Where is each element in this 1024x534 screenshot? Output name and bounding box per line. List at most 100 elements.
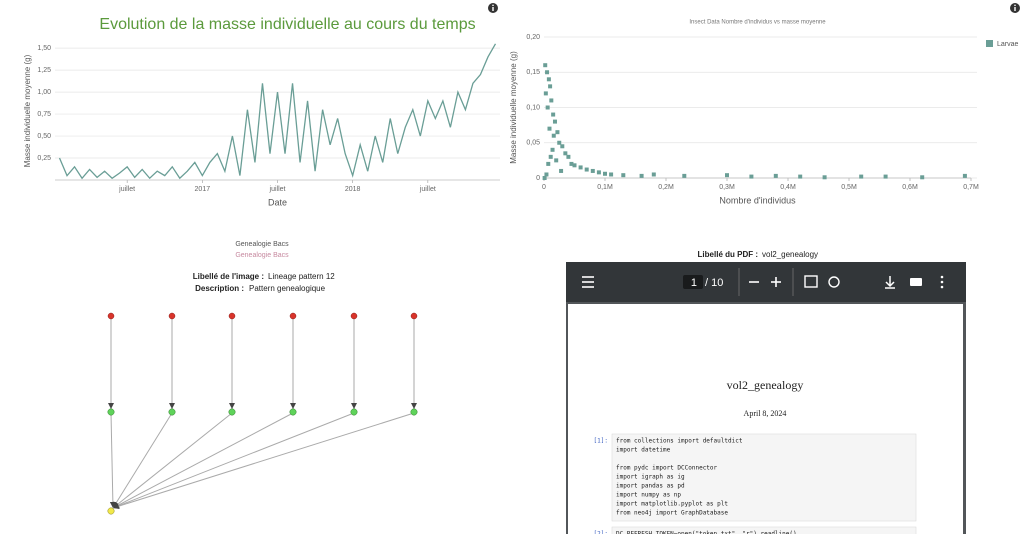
charts: Evolution de la masse individuelle au co…	[23, 16, 1018, 207]
scatter-point	[566, 154, 571, 159]
scatter-point	[546, 161, 551, 166]
scatter-point	[578, 165, 583, 170]
node	[350, 312, 358, 320]
pdf-toolbar	[566, 262, 966, 302]
scatter-point	[547, 126, 552, 131]
y-tick-label: 0	[536, 175, 540, 182]
scatter-point	[584, 167, 589, 172]
image-label-value: Lineage pattern 12	[268, 272, 335, 281]
y-tick-label: 1,00	[37, 89, 51, 96]
doc-title: vol2_genealogy	[727, 378, 804, 392]
node	[168, 312, 176, 320]
scatter-point	[572, 163, 577, 168]
print-button[interactable]	[910, 278, 922, 286]
x-tick-label: 0,6M	[902, 184, 918, 191]
code-cells: [1]: from collections import defaultdict i…	[594, 433, 917, 534]
code-line: import numpy as np	[616, 492, 681, 499]
legend-label: Larvae	[997, 41, 1019, 48]
y-tick-label: 0,20	[526, 34, 540, 41]
scatter-point	[596, 170, 601, 175]
more-button[interactable]	[940, 275, 944, 289]
genealogy-graph	[107, 312, 418, 515]
y-tick-label: 0,10	[526, 104, 540, 111]
scatter-point	[549, 98, 554, 103]
scatter-point	[603, 171, 607, 176]
code-cell	[611, 526, 917, 534]
scatter-point	[859, 174, 864, 179]
y-tick-label: 0,25	[37, 155, 51, 162]
menu-button[interactable]	[582, 276, 594, 288]
scatter-point	[548, 84, 553, 89]
doc-date: April 8, 2024	[744, 409, 787, 418]
scatter-point	[590, 168, 595, 173]
x-axis-label: Nombre d'individus	[719, 195, 796, 205]
code-line: from pydc import DCConnector	[616, 465, 718, 472]
code-line: import pandas as pd	[616, 483, 685, 490]
node	[107, 408, 115, 416]
scatter-point	[962, 173, 967, 178]
scatter-point	[555, 130, 560, 135]
edge	[109, 412, 116, 509]
chart: Insect Data Nombre d'individus vs masse …	[509, 20, 1018, 206]
info-icon[interactable]	[1010, 3, 1020, 13]
description-key: Description :	[195, 284, 244, 293]
scatter-point	[569, 161, 574, 166]
rotate-button[interactable]	[828, 276, 840, 288]
scatter-point	[552, 119, 557, 124]
scatter-point	[551, 133, 556, 138]
x-tick-label: 0,5M	[841, 184, 857, 191]
cell-prompt: [2]:	[594, 531, 608, 534]
y-tick-label: 1,25	[37, 67, 51, 74]
node	[228, 312, 236, 320]
info-icon[interactable]	[488, 3, 498, 13]
scatter-point	[725, 173, 729, 178]
zoom-in[interactable]	[771, 277, 781, 287]
chart-title: Insect Data Nombre d'individus vs masse …	[689, 20, 826, 26]
scatter-point	[545, 105, 550, 110]
code-line: from neo4j import GraphDatabase	[616, 510, 728, 517]
page-input[interactable]	[683, 275, 703, 289]
scatter-point	[822, 175, 827, 180]
y-tick-label: 0,75	[37, 111, 51, 118]
download-button[interactable]	[885, 276, 895, 289]
node	[410, 312, 418, 320]
code-line: from collections import defaultdict	[616, 438, 743, 445]
description-value: Pattern genealogique	[249, 284, 326, 293]
code-line: import igraph as ig	[616, 474, 685, 481]
edge	[112, 412, 233, 509]
fit-button[interactable]	[804, 275, 818, 288]
scatter-point	[798, 174, 803, 179]
pdf-label-key: Libellé du PDF :	[698, 250, 758, 259]
edge	[112, 412, 355, 509]
scatter-point	[621, 173, 626, 178]
y-axis-label: Masse individuelle moyenne (g)	[509, 51, 518, 164]
x-tick-label: juillet	[419, 186, 436, 193]
scatter-point	[749, 174, 754, 179]
edge	[112, 412, 294, 509]
line-series	[58, 43, 497, 180]
node	[289, 408, 297, 416]
x-tick-label: 0,1M	[597, 184, 613, 191]
node	[289, 312, 297, 320]
scatter-point	[543, 91, 548, 96]
x-tick-label: 0,2M	[658, 184, 674, 191]
x-tick-label: juillet	[269, 186, 286, 193]
scatter-point	[639, 173, 644, 178]
node	[228, 408, 236, 416]
x-tick-label: 0	[542, 184, 546, 191]
image-label-key: Libellé de l'image :	[193, 272, 264, 281]
x-tick-label: juillet	[118, 186, 135, 193]
edge	[112, 412, 415, 510]
scatter-point	[563, 151, 568, 156]
cell-prompt: [1]:	[594, 438, 608, 445]
scatter-point	[546, 77, 551, 82]
y-tick-label: 0,50	[37, 133, 51, 140]
node	[168, 408, 176, 416]
y-tick-label: 1,50	[37, 45, 51, 52]
chart: Evolution de la masse individuelle au co…	[23, 16, 500, 207]
code-line: import datetime	[616, 447, 671, 454]
scatter-point	[609, 172, 614, 177]
node	[107, 312, 115, 320]
scatter-point	[554, 158, 559, 163]
